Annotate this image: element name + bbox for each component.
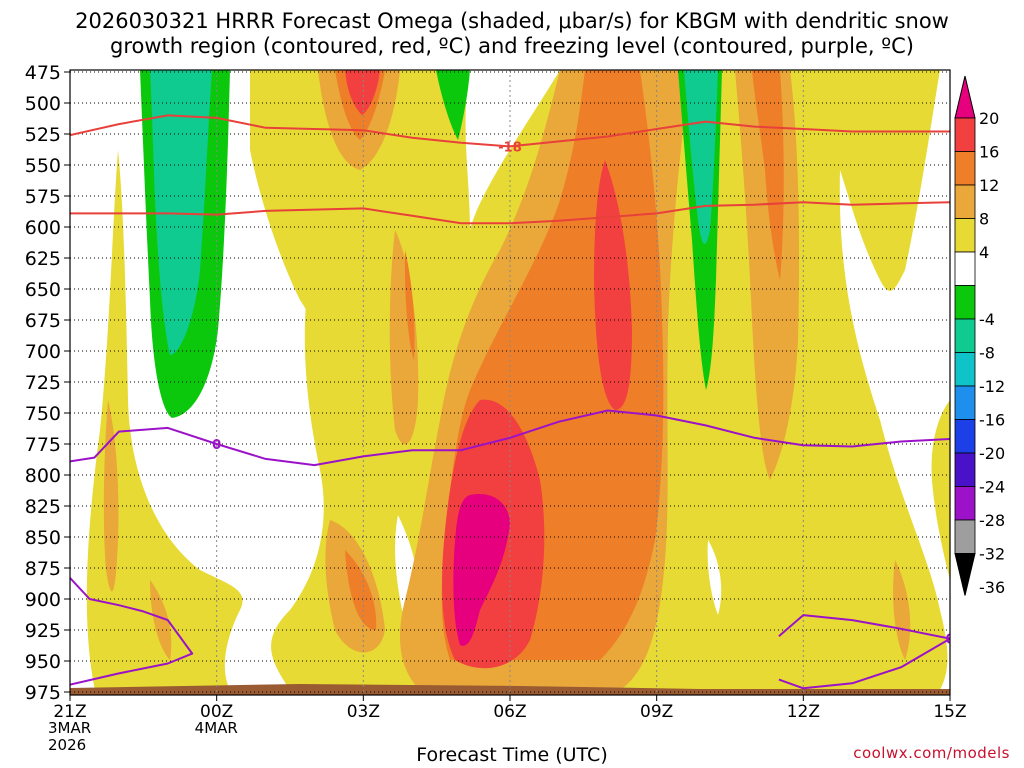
y-tick-label-600: 600: [25, 217, 61, 239]
omega-tan-mid-left: [389, 230, 419, 445]
omega-tan-left-low: [150, 580, 172, 660]
colorbar-band--20--16: [954, 385, 976, 420]
x-tick-label-15Z: 15Z: [933, 702, 966, 722]
colorbar-band-8-12: [954, 184, 976, 219]
x-tick-label-12Z: 12Z: [787, 702, 820, 722]
chart-title-line-1: 2026030321 HRRR Forecast Omega (shaded, …: [75, 9, 949, 33]
x-tick-sublabel-00Z: 4MAR: [195, 719, 238, 737]
y-tick-label-900: 900: [25, 589, 61, 611]
x-tick-label-03Z: 03Z: [347, 702, 380, 722]
contour-label-freezing-level-lower-right: 0: [945, 633, 954, 648]
y-tick-label-525: 525: [25, 124, 61, 146]
omega-red-upper-right: [594, 160, 632, 410]
contour-dgz-lower-minus12: [70, 201, 950, 225]
colorbar-label-4: 4: [979, 243, 989, 262]
colorbar-band-12-16: [954, 151, 976, 186]
y-tick-label-950: 950: [25, 651, 61, 673]
contour-lines: -18 0 0: [70, 114, 954, 690]
omega-magenta-core: [453, 494, 510, 646]
omega-teal-left: [150, 70, 212, 355]
omega-tan-far-right: [893, 560, 911, 660]
colorbar-band--32--28: [954, 486, 976, 521]
y-tick-label-500: 500: [25, 93, 61, 115]
colorbar-band--16--12: [954, 352, 976, 387]
colorbar-band-16-20: [954, 117, 976, 152]
x-axis-label: Forecast Time (UTC): [416, 744, 608, 766]
credit-text: coolwx.com/models: [853, 744, 1010, 762]
y-tick-label-675: 675: [25, 310, 61, 332]
omega-red-upper-left: [345, 70, 380, 115]
colorbar-label--12: -12: [979, 377, 1005, 396]
colorbar-label--36: -36: [979, 578, 1005, 597]
colorbar-bottom-arrow: [954, 553, 976, 596]
omega-teal-right: [684, 70, 718, 244]
colorbar-label--20: -20: [979, 444, 1005, 463]
contour-freezing-level-upper: [70, 409, 950, 467]
y-tick-label-875: 875: [25, 558, 61, 580]
colorbar-band--8--4: [954, 285, 976, 320]
contour-freezing-level-lower-right: [778, 614, 950, 690]
colorbar-label--4: -4: [979, 310, 995, 329]
y-tick-label-975: 975: [25, 682, 61, 704]
colorbar-label-16: 16: [979, 143, 999, 162]
omega-white-hole-right: [707, 540, 722, 615]
y-tick-label-625: 625: [25, 248, 61, 270]
omega-green-top-center: [436, 70, 470, 140]
colorbar-label-20: 20: [979, 109, 999, 128]
y-tick-label-575: 575: [25, 186, 61, 208]
y-tick-label-800: 800: [25, 465, 61, 487]
x-tick-label-06Z: 06Z: [493, 702, 526, 722]
y-tick-label-650: 650: [25, 279, 61, 301]
colorbar: 20 16 12 8 4 -4 -8 -12 -16 -20 -24 -28 -32 -36: [954, 75, 1005, 597]
y-tick-label-550: 550: [25, 155, 61, 177]
colorbar-band--4-4: [954, 251, 976, 286]
y-axis: 475 500 525 550 575 600 625 650 675 700 725 750 775 8…: [25, 62, 70, 704]
colorbar-band--28--24: [954, 452, 976, 487]
x-tick-label-00Z: 00Z: [200, 702, 233, 722]
y-tick-label-475: 475: [25, 62, 61, 84]
y-tick-label-700: 700: [25, 341, 61, 363]
colorbar-label--32: -32: [979, 545, 1005, 564]
y-tick-label-775: 775: [25, 434, 61, 456]
colorbar-label-12: 12: [979, 176, 999, 195]
omega-yellow-right-edge: [931, 400, 950, 580]
colorbar-label--28: -28: [979, 511, 1005, 530]
contour-freezing-level-lower-left: [70, 577, 194, 686]
y-tick-label-850: 850: [25, 527, 61, 549]
omega-tan-left: [103, 400, 119, 592]
x-tick-label-09Z: 09Z: [640, 702, 673, 722]
y-tick-label-750: 750: [25, 403, 61, 425]
y-tick-label-825: 825: [25, 496, 61, 518]
contour-label-freezing-level-upper: 0: [212, 438, 221, 453]
colorbar-top-arrow: [954, 75, 976, 119]
omega-orange-right: [752, 70, 784, 280]
colorbar-band--24--20: [954, 419, 976, 454]
omega-orange-mid-left: [404, 250, 415, 360]
x-tick-year-21Z: 2026: [48, 736, 86, 754]
colorbar-band--12--8: [954, 318, 976, 353]
colorbar-band-4-8: [954, 218, 976, 253]
colorbar-label--8: -8: [979, 344, 995, 363]
y-tick-label-925: 925: [25, 620, 61, 642]
x-tick-label-21Z: 21Z: [53, 702, 86, 722]
colorbar-label-8: 8: [979, 210, 989, 229]
contour-label-dgz-upper-minus18: -18: [498, 140, 522, 155]
colorbar-band--36--32: [954, 519, 976, 554]
omega-orange-lower-mid: [345, 550, 377, 630]
chart-title-line-2: growth region (contoured, red, ºC) and f…: [110, 34, 914, 58]
omega-yellow-left-plume: [86, 150, 243, 690]
colorbar-label--24: -24: [979, 478, 1005, 497]
contour-dgz-upper-minus18: [70, 114, 950, 148]
colorbar-label--16: -16: [979, 411, 1005, 430]
x-tick-sublabel-21Z: 3MAR: [48, 719, 91, 737]
y-tick-label-725: 725: [25, 372, 61, 394]
